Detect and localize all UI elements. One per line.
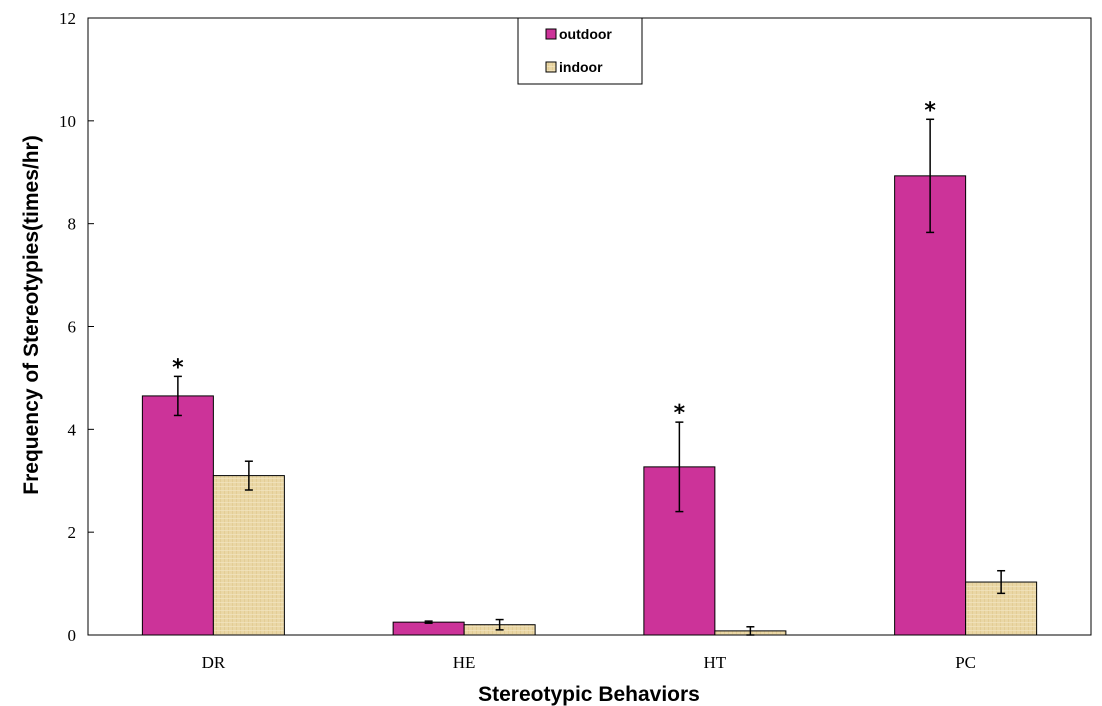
bar-indoor-DR [212,475,285,636]
y-tick-label: 2 [68,523,77,542]
y-tick-label: 4 [68,420,77,439]
x-tick-label-HT: HT [704,653,727,672]
x-tick-label-PC: PC [955,653,976,672]
significance-markers: * * * [172,98,936,426]
y-tick-label: 6 [68,318,77,337]
y-tick-label: 10 [59,112,76,131]
y-tick-label: 8 [68,215,77,234]
legend: outdoor indoor [517,17,643,85]
y-tick-label: 0 [68,626,77,645]
bar-indoor-PC [965,581,1038,636]
bar-outdoor-HE [392,621,465,636]
y-axis-title: Frequency of Stereotypies(times/hr) [20,135,43,494]
x-tick-label-HE: HE [453,653,476,672]
significance-star: * [674,401,686,426]
legend-box [517,17,643,85]
significance-star: * [924,98,936,123]
legend-label-indoor: indoor [559,59,603,75]
significance-star: * [172,355,184,380]
x-axis-ticks: DR HE HT PC [202,653,976,672]
y-axis-ticks: 0 2 4 6 8 10 12 [59,9,94,645]
bar-outdoor-PC [894,175,967,636]
error-bars [173,118,1006,636]
bar-outdoor-DR [141,395,214,636]
x-axis-title: Stereotypic Behaviors [478,683,700,706]
x-tick-label-DR: DR [202,653,226,672]
y-tick-label: 12 [59,9,76,28]
legend-swatch-outdoor [545,28,557,40]
legend-label-outdoor: outdoor [559,26,612,42]
legend-swatch-indoor [545,61,557,73]
bars [141,175,1038,636]
